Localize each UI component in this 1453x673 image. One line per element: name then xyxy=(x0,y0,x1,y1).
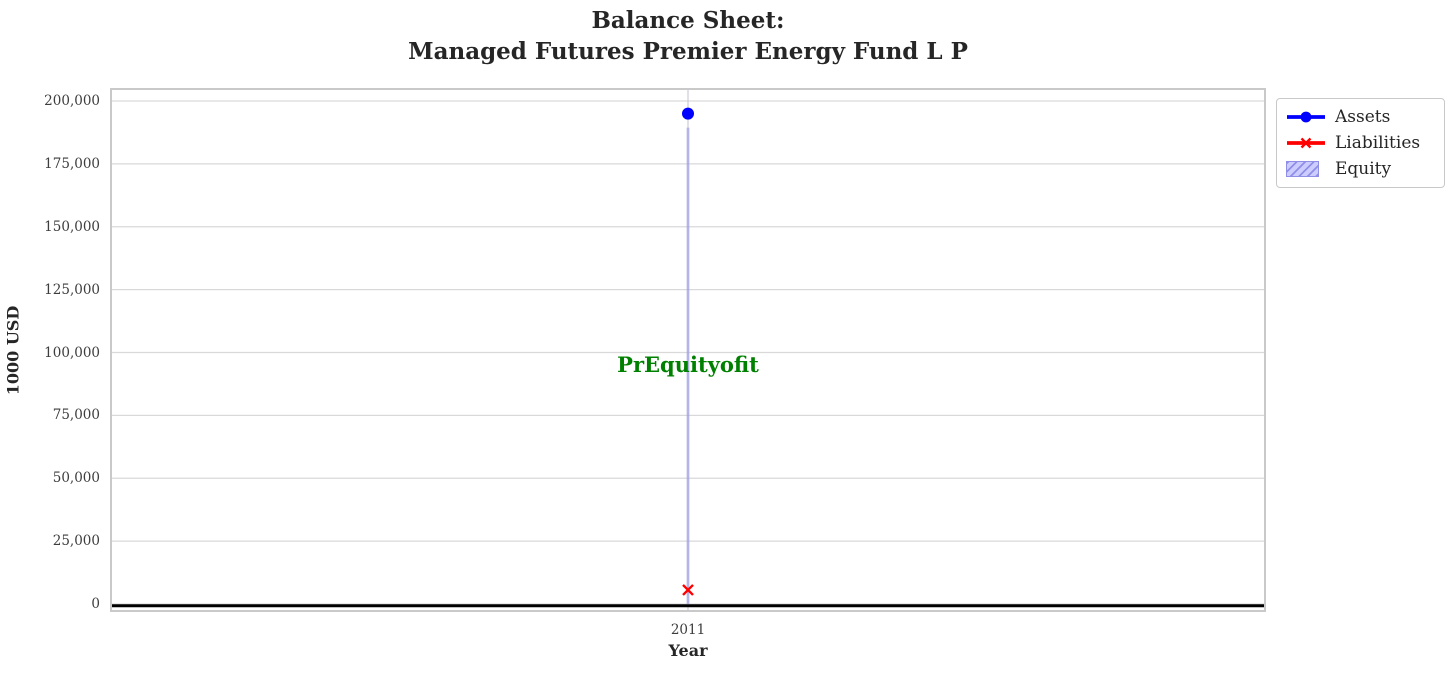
y-tick-label: 0 xyxy=(91,596,100,612)
y-tick-label: 100,000 xyxy=(44,344,100,361)
legend: Assets Liabilities Equity xyxy=(1276,98,1445,188)
legend-label-equity: Equity xyxy=(1335,159,1392,179)
plot-area xyxy=(110,88,1266,612)
x-axis-label: Year xyxy=(668,641,708,660)
equity-annotation: PrEquityofit xyxy=(617,352,759,378)
y-tick-label: 50,000 xyxy=(52,470,100,487)
y-tick-label: 25,000 xyxy=(52,533,100,550)
y-tick-label: 175,000 xyxy=(44,155,100,172)
legend-label-liabilities: Liabilities xyxy=(1335,133,1421,153)
chart-title: Balance Sheet: Managed Futures Premier E… xyxy=(110,5,1266,67)
y-tick-label: 200,000 xyxy=(44,93,100,109)
liabilities-line-x-swatch-icon xyxy=(1286,133,1326,153)
assets-line-circle-swatch-icon xyxy=(1286,107,1326,127)
y-tick-label: 150,000 xyxy=(44,218,100,235)
legend-item-liabilities: Liabilities xyxy=(1286,130,1435,156)
chart-title-line-1: Balance Sheet: xyxy=(591,7,785,34)
equity-hatched-area-swatch-icon xyxy=(1286,159,1326,179)
chart-title-line-2: Managed Futures Premier Energy Fund L P xyxy=(408,38,968,65)
x-tick-label: 2011 xyxy=(670,622,706,638)
y-tick-label: 75,000 xyxy=(52,407,100,424)
legend-item-equity: Equity xyxy=(1286,156,1435,182)
legend-item-assets: Assets xyxy=(1286,104,1435,130)
plot-canvas xyxy=(110,88,1266,612)
legend-label-assets: Assets xyxy=(1335,107,1391,127)
y-tick-label: 125,000 xyxy=(44,281,100,298)
